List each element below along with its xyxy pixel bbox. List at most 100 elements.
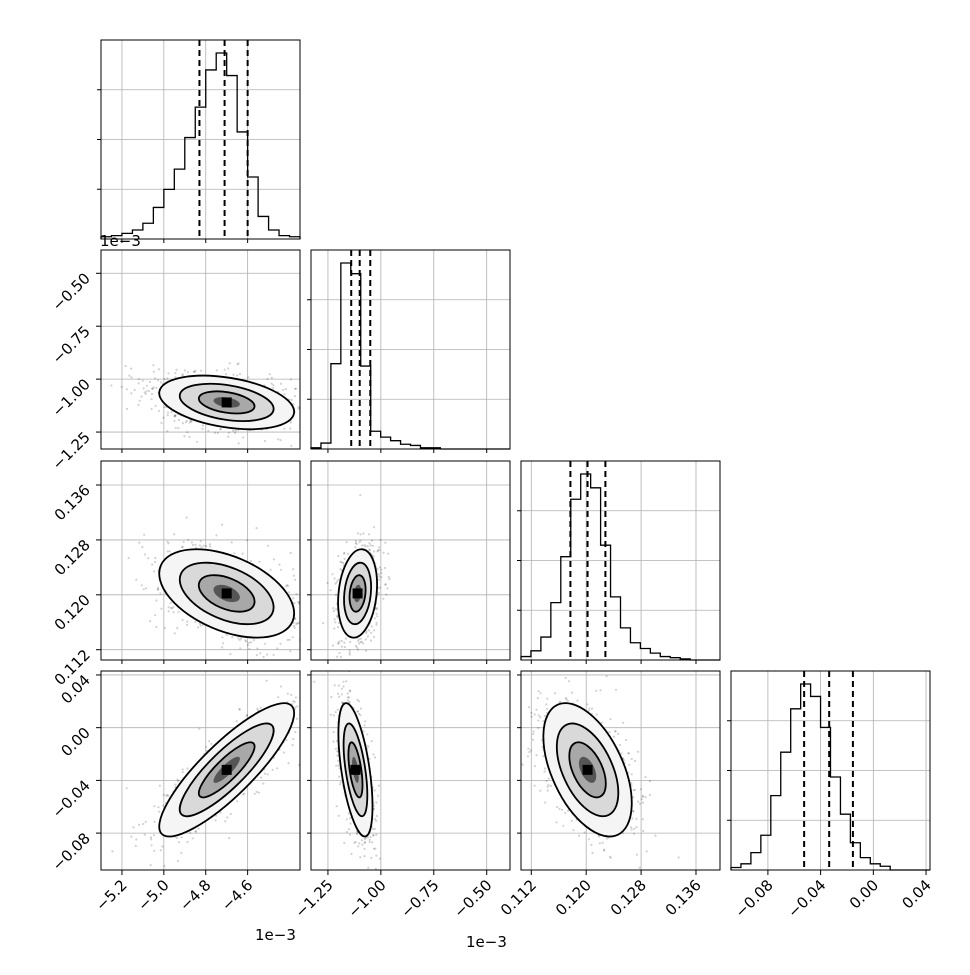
scatter-point: [221, 636, 223, 638]
scatter-point: [160, 849, 162, 851]
scatter-point: [333, 627, 335, 629]
scatter-point: [290, 445, 292, 447]
scatter-point: [174, 372, 176, 374]
panel-frame: [311, 461, 510, 660]
scatter-point: [280, 439, 282, 441]
scatter-point: [332, 644, 334, 646]
scatter-point: [342, 562, 344, 564]
scatter-point: [349, 817, 351, 819]
scatter-point: [376, 607, 378, 609]
scatter-point: [380, 569, 382, 571]
scatter-point: [346, 541, 348, 543]
scatter-point: [333, 577, 335, 579]
pair-panel-2-1: [311, 461, 510, 665]
scatter-point: [145, 875, 147, 877]
scatter-point: [202, 424, 204, 426]
scatter-point: [371, 841, 373, 843]
scatter-point: [124, 365, 126, 367]
scatter-point: [150, 836, 152, 838]
scatter-point: [137, 404, 139, 406]
scatter-point: [337, 555, 339, 557]
scatter-point: [247, 644, 249, 646]
scatter-point: [151, 408, 153, 410]
scatter-point: [153, 371, 155, 373]
scatter-point: [375, 855, 377, 857]
scatter-point: [338, 815, 340, 817]
scatter-point: [175, 427, 177, 429]
scatter-point: [142, 823, 144, 825]
scatter-point: [258, 792, 260, 794]
scatter-point: [304, 404, 306, 406]
scatter-point: [209, 545, 211, 547]
scatter-point: [369, 836, 371, 838]
panel-body: [503, 651, 720, 888]
scatter-point: [242, 553, 244, 555]
scatter-point: [215, 534, 217, 536]
scatter-point: [547, 786, 549, 788]
scatter-point: [194, 621, 196, 623]
scatter-point: [341, 646, 343, 648]
scatter-point: [205, 545, 207, 547]
scatter-point: [372, 828, 374, 830]
scatter-point: [606, 837, 608, 839]
scatter-point: [355, 540, 357, 542]
histogram-1: [101, 53, 300, 239]
scatter-point: [376, 615, 378, 617]
scatter-point: [360, 638, 362, 640]
scatter-point: [145, 587, 147, 589]
scatter-point: [355, 841, 357, 843]
scatter-point: [272, 387, 274, 389]
scatter-point: [320, 702, 322, 704]
scatter-point: [304, 667, 306, 669]
scatter-point: [264, 773, 266, 775]
scatter-point: [280, 569, 282, 571]
scatter-point: [369, 839, 371, 841]
scatter-point: [169, 550, 171, 552]
scatter-point: [135, 845, 137, 847]
scatter-point: [358, 541, 360, 543]
scatter-point: [186, 624, 188, 626]
scatter-point: [338, 696, 340, 698]
scatter-point: [154, 561, 156, 563]
scatter-point: [157, 806, 159, 808]
scatter-point: [149, 620, 151, 622]
scatter-point: [154, 377, 156, 379]
scatter-point: [163, 378, 165, 380]
scatter-point: [377, 795, 379, 797]
scatter-point: [173, 420, 175, 422]
scatter-point: [224, 820, 226, 822]
scatter-point: [384, 584, 386, 586]
scatter-point: [176, 627, 178, 629]
scatter-point: [300, 397, 302, 399]
scatter-point: [234, 432, 236, 434]
scatter-point: [336, 805, 338, 807]
scatter-point: [338, 652, 340, 654]
scatter-point: [292, 744, 294, 746]
scatter-point: [335, 765, 337, 767]
scatter-point: [367, 635, 369, 637]
scatter-point: [295, 696, 297, 698]
scatter-point: [344, 558, 346, 560]
scatter-point: [532, 733, 534, 735]
scatter-point: [183, 541, 185, 543]
scatter-point: [584, 831, 586, 833]
scatter-point: [533, 730, 535, 732]
scatter-point: [200, 540, 202, 542]
scatter-point: [138, 378, 140, 380]
scatter-point: [167, 541, 169, 543]
scatter-point: [167, 411, 169, 413]
scatter-point: [253, 639, 255, 641]
scatter-point: [270, 569, 272, 571]
scatter-point: [358, 638, 360, 640]
scatter-point: [546, 698, 548, 700]
scatter-point: [295, 593, 297, 595]
scatter-point: [289, 427, 291, 429]
scatter-point: [347, 553, 349, 555]
scatter-point: [139, 400, 141, 402]
scatter-point: [160, 608, 162, 610]
pair-panel-3-2: [503, 651, 720, 888]
density-peak: [222, 765, 232, 775]
scatter-point: [319, 422, 321, 424]
scatter-point: [368, 549, 370, 551]
